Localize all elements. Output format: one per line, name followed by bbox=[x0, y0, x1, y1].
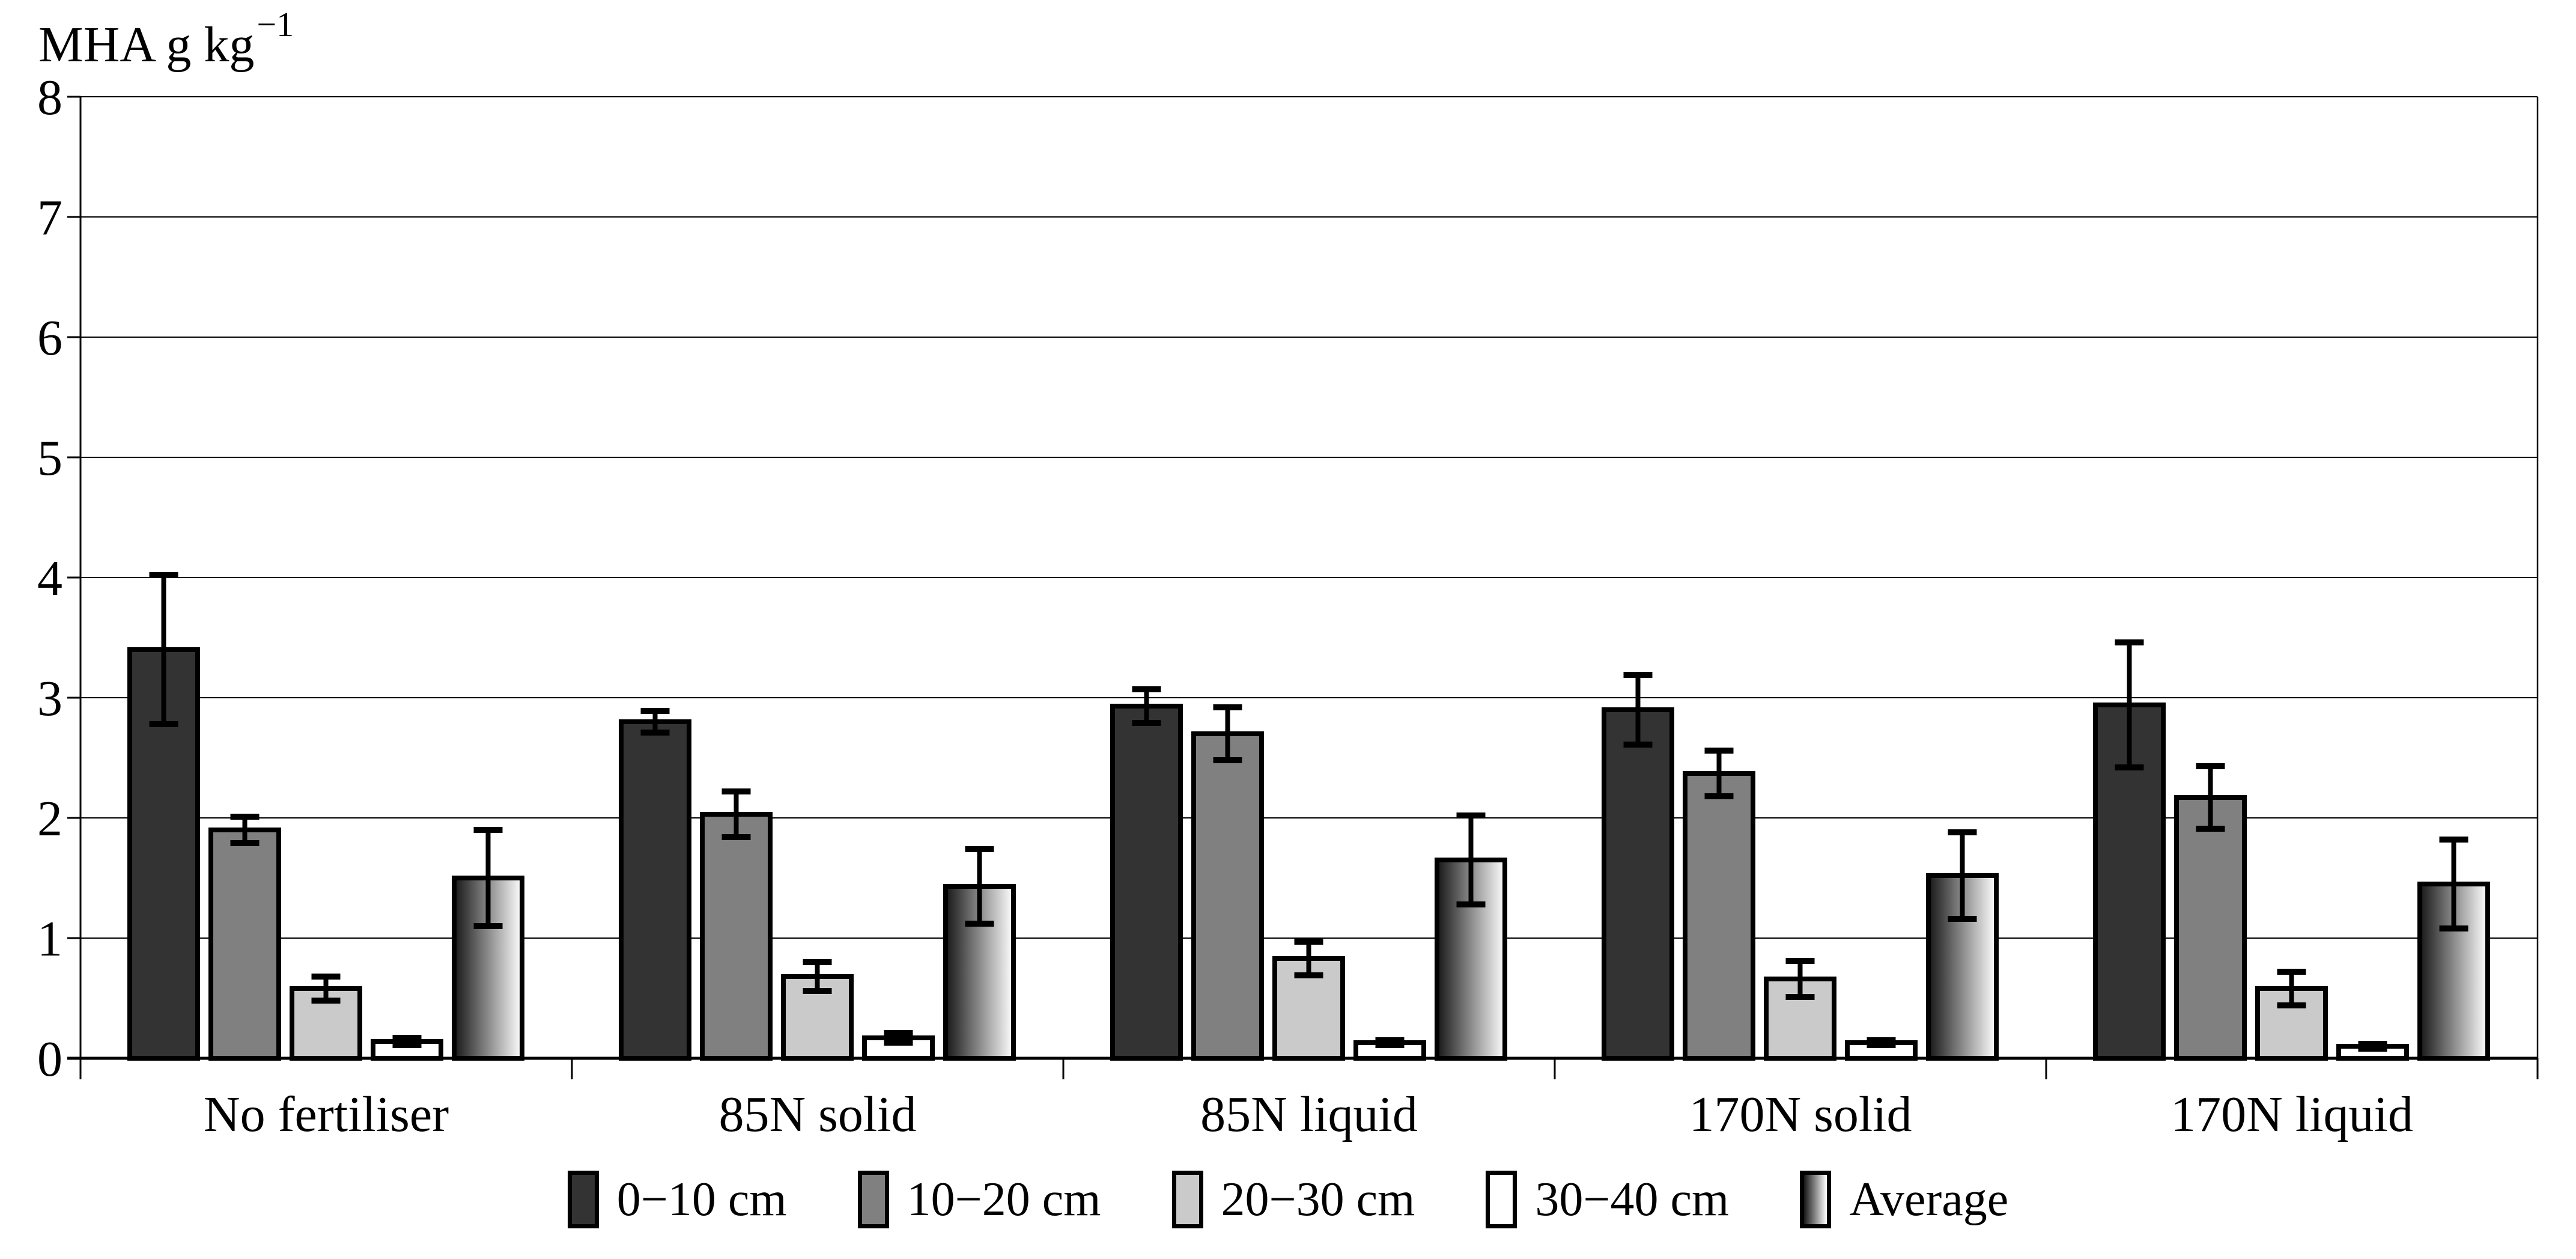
x-category-label-2: 85N solid bbox=[718, 1087, 916, 1142]
y-tick-label-4: 4 bbox=[37, 550, 62, 606]
legend-item-10-20cm: 10−20 cm bbox=[857, 1171, 1101, 1228]
y-tick-label-2: 2 bbox=[37, 791, 62, 847]
legend-swatch-30-40cm bbox=[1486, 1171, 1517, 1228]
legend-label-0-10cm: 0−10 cm bbox=[616, 1172, 787, 1226]
legend-item-average: Average bbox=[1800, 1171, 2008, 1228]
bar-10−20 cm-85N solid bbox=[700, 812, 773, 1061]
bar-10−20 cm-No fertiliser bbox=[208, 828, 281, 1061]
bar-10−20 cm-170N solid bbox=[1683, 771, 1755, 1061]
legend-item-20-30cm: 20−30 cm bbox=[1171, 1171, 1415, 1228]
x-category-label-1: No fertiliser bbox=[204, 1087, 449, 1142]
y-axis-title-text: MHA g kg bbox=[38, 17, 255, 73]
legend-item-0-10cm: 0−10 cm bbox=[567, 1171, 787, 1228]
y-axis-title: MHA g kg−1 bbox=[38, 5, 294, 74]
y-tick-label-1: 1 bbox=[37, 911, 62, 967]
bar-0−10 cm-85N solid bbox=[619, 719, 691, 1061]
legend-swatch-20-30cm bbox=[1171, 1171, 1203, 1228]
x-category-label-4: 170N solid bbox=[1689, 1087, 1912, 1142]
legend-label-average: Average bbox=[1849, 1172, 2009, 1226]
legend: 0−10 cm 10−20 cm 20−30 cm 30−40 cm Avera… bbox=[0, 1171, 2576, 1228]
y-axis-title-exponent: −1 bbox=[257, 5, 294, 44]
y-tick-label-8: 8 bbox=[37, 70, 62, 126]
y-tick-label-6: 6 bbox=[37, 310, 62, 366]
y-tick-label-3: 3 bbox=[37, 671, 62, 727]
bar-0−10 cm-170N solid bbox=[1602, 707, 1674, 1061]
legend-swatch-0-10cm bbox=[567, 1171, 599, 1228]
x-category-label-5: 170N liquid bbox=[2170, 1087, 2413, 1142]
y-tick-label-7: 7 bbox=[37, 190, 62, 246]
legend-swatch-10-20cm bbox=[857, 1171, 889, 1228]
bar-0−10 cm-85N liquid bbox=[1110, 704, 1183, 1061]
bar-10−20 cm-85N liquid bbox=[1191, 731, 1264, 1061]
y-tick-label-0: 0 bbox=[37, 1031, 62, 1087]
y-tick-label-5: 5 bbox=[37, 430, 62, 486]
legend-item-30-40cm: 30−40 cm bbox=[1486, 1171, 1729, 1228]
legend-label-10-20cm: 10−20 cm bbox=[907, 1172, 1101, 1226]
legend-label-30-40cm: 30−40 cm bbox=[1535, 1172, 1730, 1226]
legend-swatch-average bbox=[1800, 1171, 1832, 1228]
legend-label-20-30cm: 20−30 cm bbox=[1221, 1172, 1415, 1226]
x-category-label-3: 85N liquid bbox=[1200, 1087, 1418, 1142]
bar-10−20 cm-170N liquid bbox=[2174, 795, 2247, 1061]
